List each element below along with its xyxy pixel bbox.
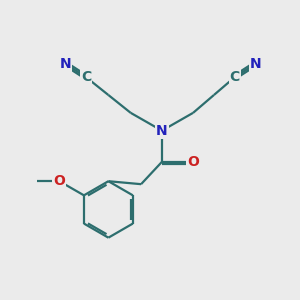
Text: N: N: [156, 124, 168, 138]
Text: C: C: [230, 70, 240, 84]
Text: N: N: [59, 57, 71, 71]
Text: C: C: [81, 70, 91, 84]
Text: O: O: [53, 174, 65, 188]
Text: N: N: [250, 57, 261, 71]
Text: O: O: [187, 155, 199, 169]
